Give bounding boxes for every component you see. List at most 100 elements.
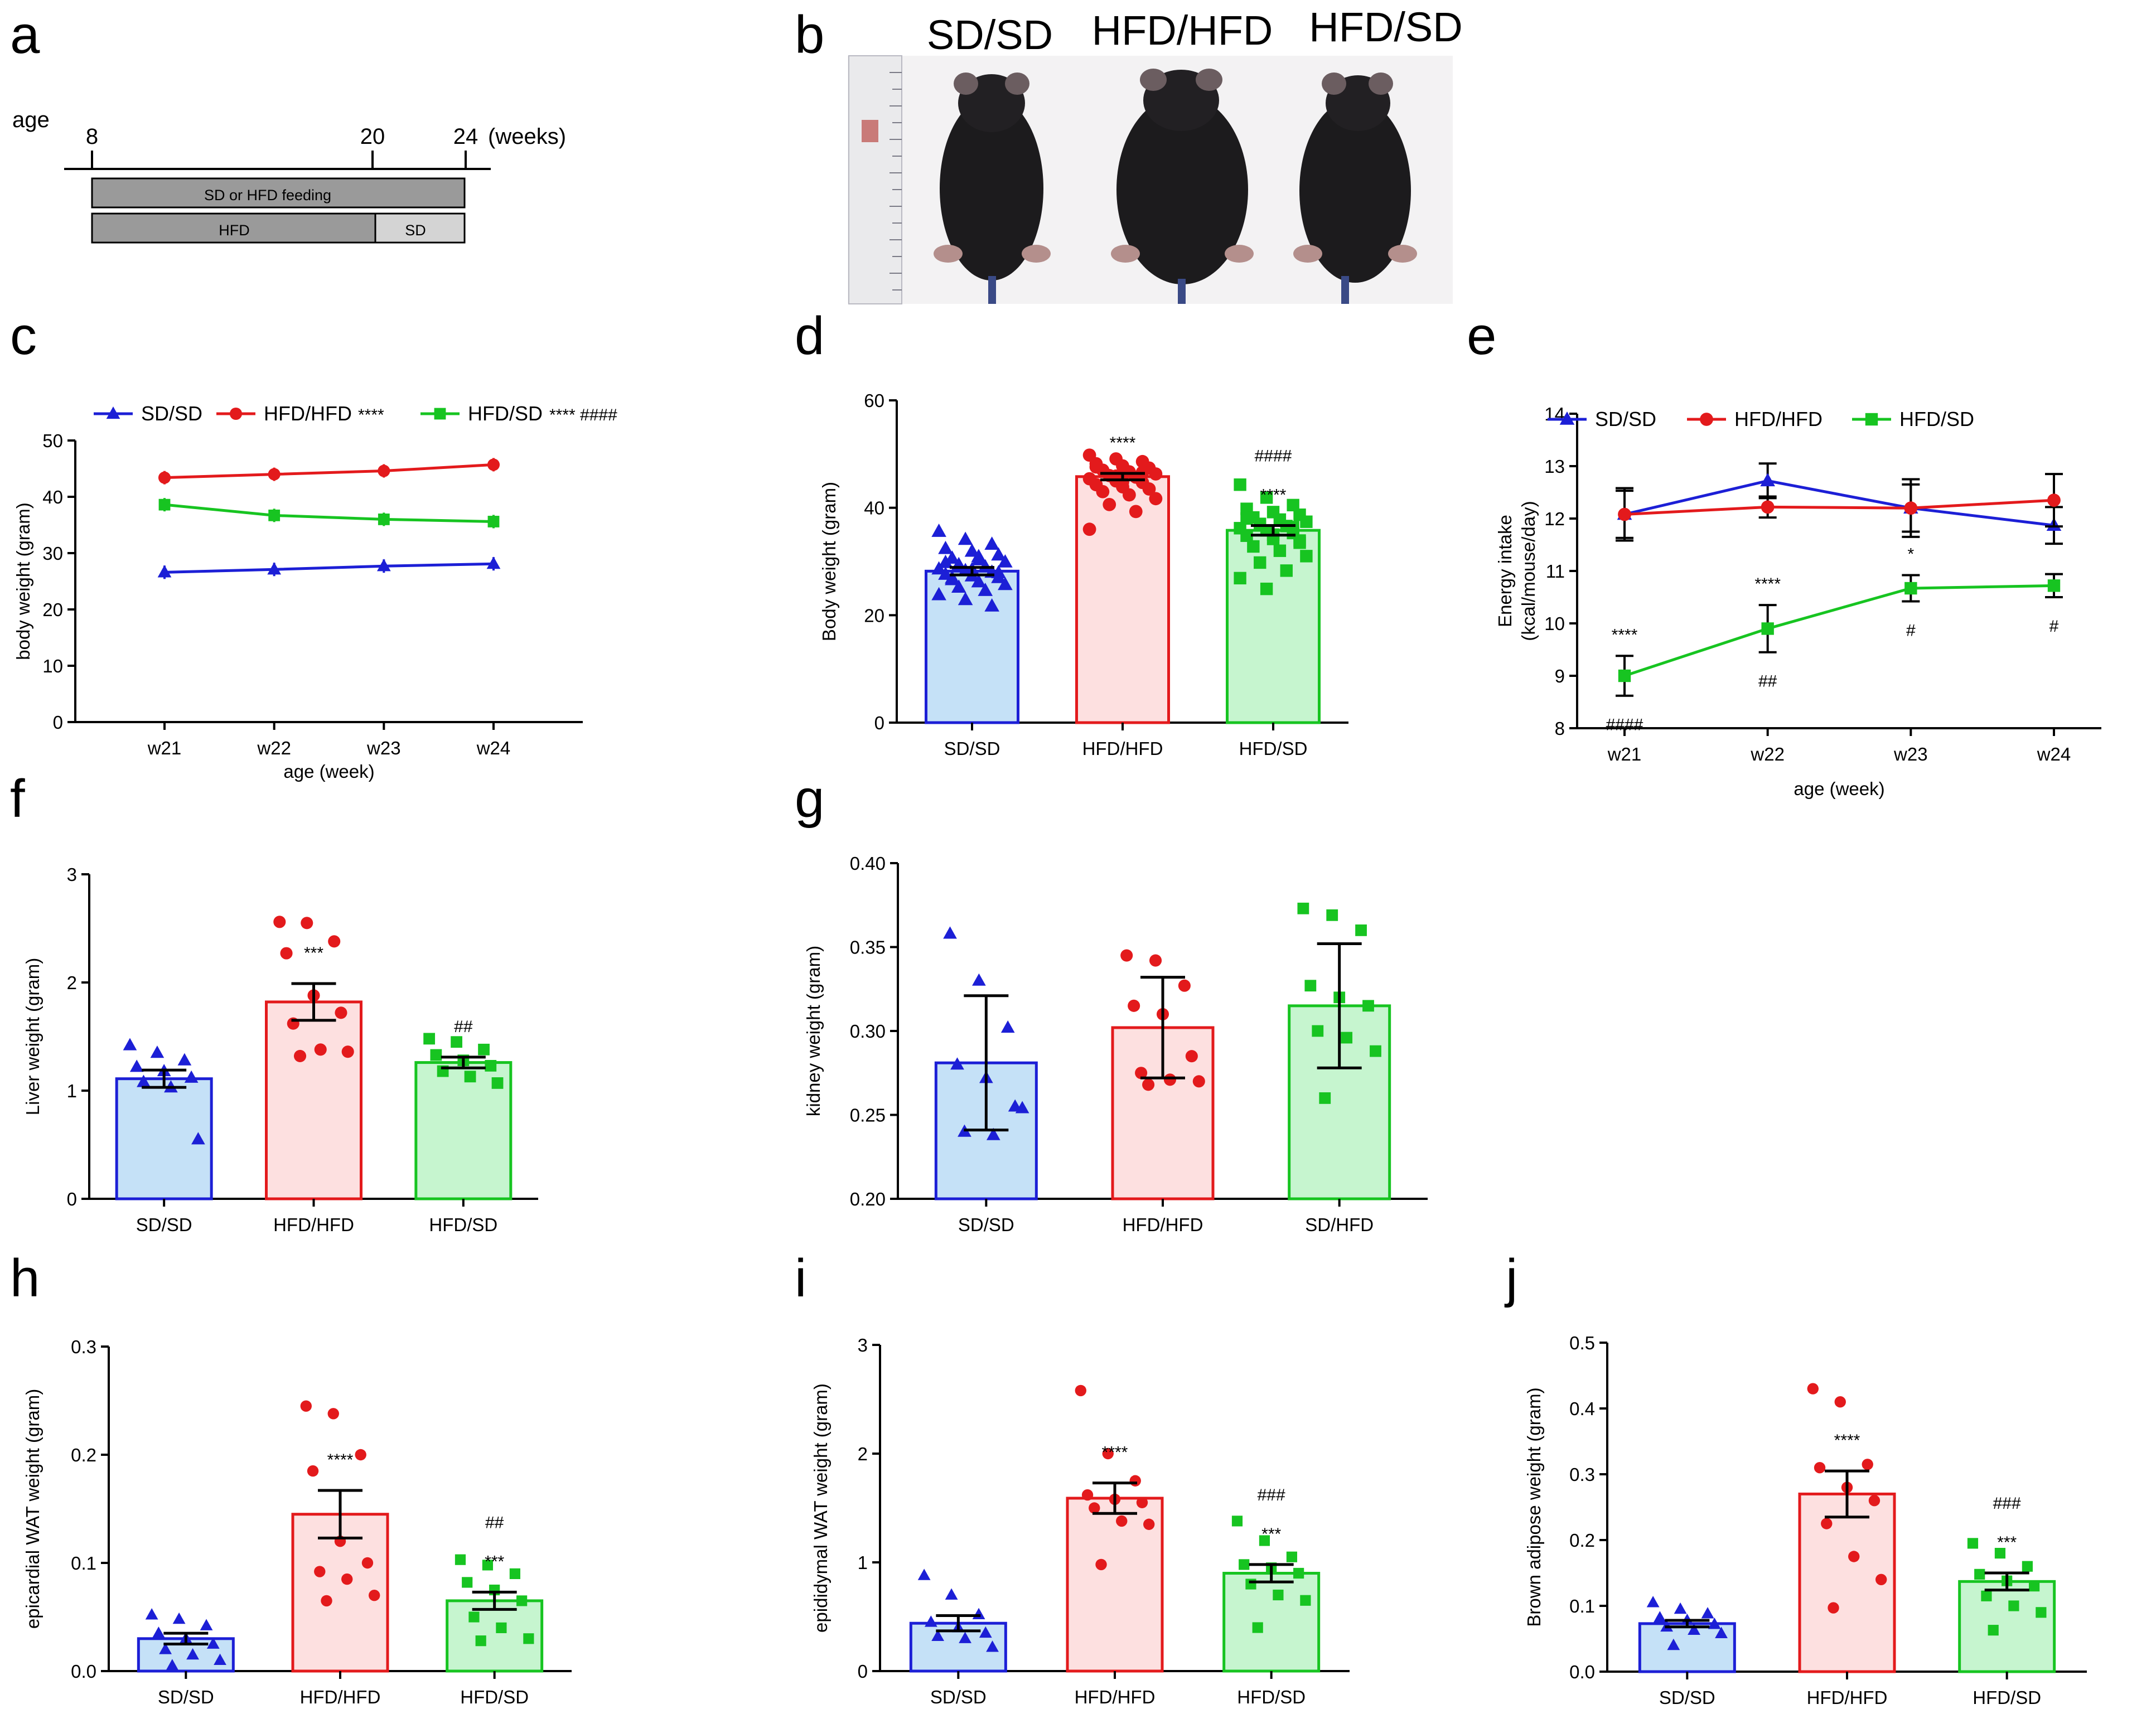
y-tick-label: 60 xyxy=(864,390,884,411)
data-point xyxy=(321,1595,332,1607)
x-tick-label: HFD/HFD xyxy=(1807,1687,1888,1708)
bar xyxy=(1226,529,1321,724)
timeline-unit: (weeks) xyxy=(488,124,566,149)
x-tick-label: SD/HFD xyxy=(1305,1214,1374,1235)
data-point xyxy=(958,531,973,545)
y-axis-label: Brown adipose weight (gram) xyxy=(1524,1387,1544,1626)
data-point xyxy=(177,1053,192,1066)
data-point xyxy=(1834,1396,1846,1408)
y-axis-label: kidney weight (gram) xyxy=(803,946,824,1116)
data-point xyxy=(1259,1535,1270,1546)
x-tick-label: HFD/HFD xyxy=(273,1214,354,1235)
data-point xyxy=(1618,507,1631,521)
data-point xyxy=(487,516,500,527)
y-tick-label: 12 xyxy=(1544,509,1565,529)
data-point xyxy=(998,577,1013,590)
data-point xyxy=(991,547,1006,561)
y-tick-label: 50 xyxy=(42,430,63,451)
data-point xyxy=(1653,1611,1666,1623)
data-point xyxy=(1293,1567,1304,1579)
y-tick-label: 14 xyxy=(1544,404,1565,424)
data-point xyxy=(931,1629,945,1641)
data-point xyxy=(1355,924,1367,936)
data-point xyxy=(1300,1595,1311,1606)
data-point xyxy=(984,598,999,612)
x-tick-label: HFD/HFD xyxy=(300,1687,381,1707)
y-tick-label: 0 xyxy=(858,1661,868,1682)
x-tick-label: HFD/SD xyxy=(1237,1687,1306,1707)
panel-label-j: j xyxy=(1504,1248,1517,1308)
data-point xyxy=(1708,1618,1721,1629)
data-point xyxy=(1142,482,1156,496)
data-point xyxy=(1300,515,1313,528)
significance-label: **** xyxy=(1260,486,1287,504)
significance-label: **** xyxy=(1754,575,1781,593)
x-tick-label: HFD/SD xyxy=(460,1687,529,1707)
data-point xyxy=(1304,980,1317,992)
data-point xyxy=(1120,949,1133,962)
legend-marker xyxy=(1559,411,1575,425)
data-point xyxy=(1135,1067,1148,1079)
y-axis-label: body weight (gram) xyxy=(13,502,33,660)
data-point xyxy=(1240,529,1253,542)
y-tick-label: 3 xyxy=(858,1335,868,1355)
data-point xyxy=(1142,1078,1155,1091)
significance-label: #### xyxy=(1255,447,1292,465)
data-point xyxy=(378,464,390,477)
data-point xyxy=(268,509,281,521)
x-tick-label: HFD/SD xyxy=(429,1214,497,1235)
data-point xyxy=(307,1465,319,1477)
data-point xyxy=(191,1132,205,1145)
data-point xyxy=(991,565,1006,579)
data-point xyxy=(1287,498,1299,512)
data-point xyxy=(485,1059,497,1072)
data-point xyxy=(986,1640,999,1652)
x-tick-label: w23 xyxy=(366,738,401,758)
y-tick-label: 0.25 xyxy=(850,1105,886,1126)
significance-label: *** xyxy=(1261,1525,1281,1543)
data-point xyxy=(958,592,973,606)
data-point xyxy=(1163,1073,1177,1086)
data-point xyxy=(491,1077,504,1089)
series-line xyxy=(1624,584,2055,677)
y-tick-label: 0.3 xyxy=(1569,1464,1595,1485)
data-point xyxy=(1297,902,1309,914)
x-tick-label: SD/SD xyxy=(136,1214,192,1235)
data-point xyxy=(341,1573,353,1585)
significance-label: # xyxy=(1906,622,1916,640)
data-point xyxy=(293,1049,307,1062)
data-point xyxy=(1715,1626,1728,1638)
data-point xyxy=(1234,478,1246,491)
data-point xyxy=(2047,493,2061,507)
data-point xyxy=(214,1653,226,1665)
data-point xyxy=(430,1049,442,1061)
data-point xyxy=(1904,582,1917,595)
y-tick-label: 0.2 xyxy=(71,1445,96,1465)
legend-marker xyxy=(1865,413,1878,426)
significance-label: **** xyxy=(1612,626,1638,644)
y-tick-label: 40 xyxy=(864,498,884,519)
data-point xyxy=(369,1590,380,1601)
x-tick-label: SD/SD xyxy=(1659,1687,1715,1708)
bar xyxy=(1958,1580,2056,1673)
y-tick-label: 13 xyxy=(1544,456,1565,477)
chart-f: 0 1 2 3 Liver weight (gram) SD/SD HFD/HFD *** HF… xyxy=(22,864,538,1235)
data-point xyxy=(1370,1045,1381,1057)
series-line xyxy=(164,463,494,480)
data-point xyxy=(361,1557,374,1569)
bar xyxy=(1075,475,1170,724)
x-tick-label: w24 xyxy=(476,738,511,758)
data-point xyxy=(1129,1475,1141,1487)
chart-j: 0.0 0.1 0.2 0.3 0.4 0.5 Brown adipose weight (… xyxy=(1524,1333,2087,1708)
y-tick-label: 0.3 xyxy=(71,1337,96,1357)
y-tick-label: 0.5 xyxy=(1569,1333,1595,1353)
data-point xyxy=(166,1659,179,1671)
data-point xyxy=(273,916,286,928)
legend-label: SD/SD xyxy=(141,402,202,425)
data-point xyxy=(964,543,980,557)
timeline-diagram: age 8 20 24 (weeks) SD or HFD feeding HF… xyxy=(12,108,566,244)
data-point xyxy=(1341,1032,1353,1044)
chart-e: 8 9 10 11 12 13 14 Energy intake (kcal/mouse/day… xyxy=(1495,404,2101,799)
